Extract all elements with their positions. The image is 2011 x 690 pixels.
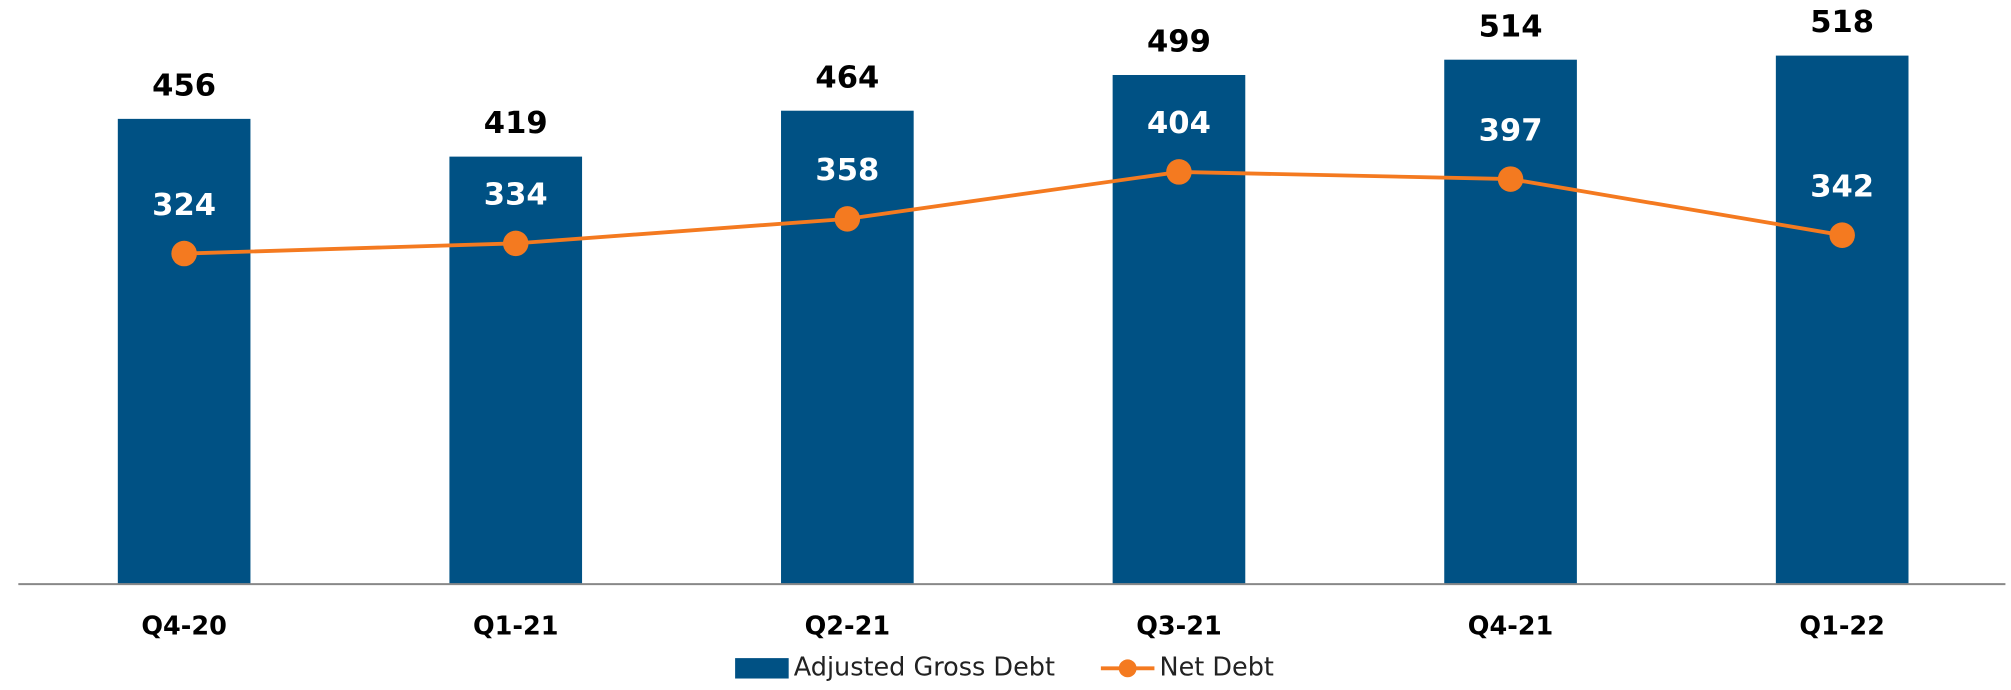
line-marker <box>1166 159 1192 185</box>
x-tick-label: Q4-21 <box>1468 612 1554 642</box>
legend-swatch <box>735 658 789 679</box>
x-tick-label: Q1-21 <box>473 612 559 642</box>
line-marker <box>171 240 197 267</box>
bar <box>1444 59 1577 585</box>
bar-value-label: 464 <box>815 60 879 95</box>
bar <box>1775 55 1909 585</box>
line-value-label: 324 <box>152 188 216 223</box>
bar <box>781 110 914 585</box>
legend-label: Adjusted Gross Debt <box>794 652 1055 682</box>
line-marker <box>834 206 861 232</box>
bar-value-label: 419 <box>484 106 548 141</box>
line-marker <box>502 230 529 257</box>
bar <box>449 156 583 585</box>
legend-label: Net Debt <box>1160 652 1274 682</box>
line-value-label: 404 <box>1147 106 1211 141</box>
bar-value-label: 518 <box>1810 5 1874 40</box>
legend-swatch <box>1118 659 1137 678</box>
x-tick-label: Q1-22 <box>1799 612 1885 642</box>
line-value-label: 334 <box>484 178 548 213</box>
bar <box>1112 74 1246 585</box>
line <box>184 170 1843 256</box>
x-tick-label: Q3-21 <box>1136 612 1222 642</box>
bar-value-label: 514 <box>1479 9 1543 44</box>
line-marker <box>1829 222 1855 248</box>
line-value-label: 358 <box>815 153 879 188</box>
bar <box>117 118 251 585</box>
bar-value-label: 499 <box>1147 25 1211 60</box>
line-value-label: 397 <box>1479 113 1543 148</box>
bar-value-label: 456 <box>152 68 216 103</box>
line-value-label: 342 <box>1810 169 1874 204</box>
x-tick-label: Q2-21 <box>805 612 891 642</box>
line-marker <box>1497 166 1524 192</box>
x-tick-label: Q4-20 <box>141 612 227 642</box>
